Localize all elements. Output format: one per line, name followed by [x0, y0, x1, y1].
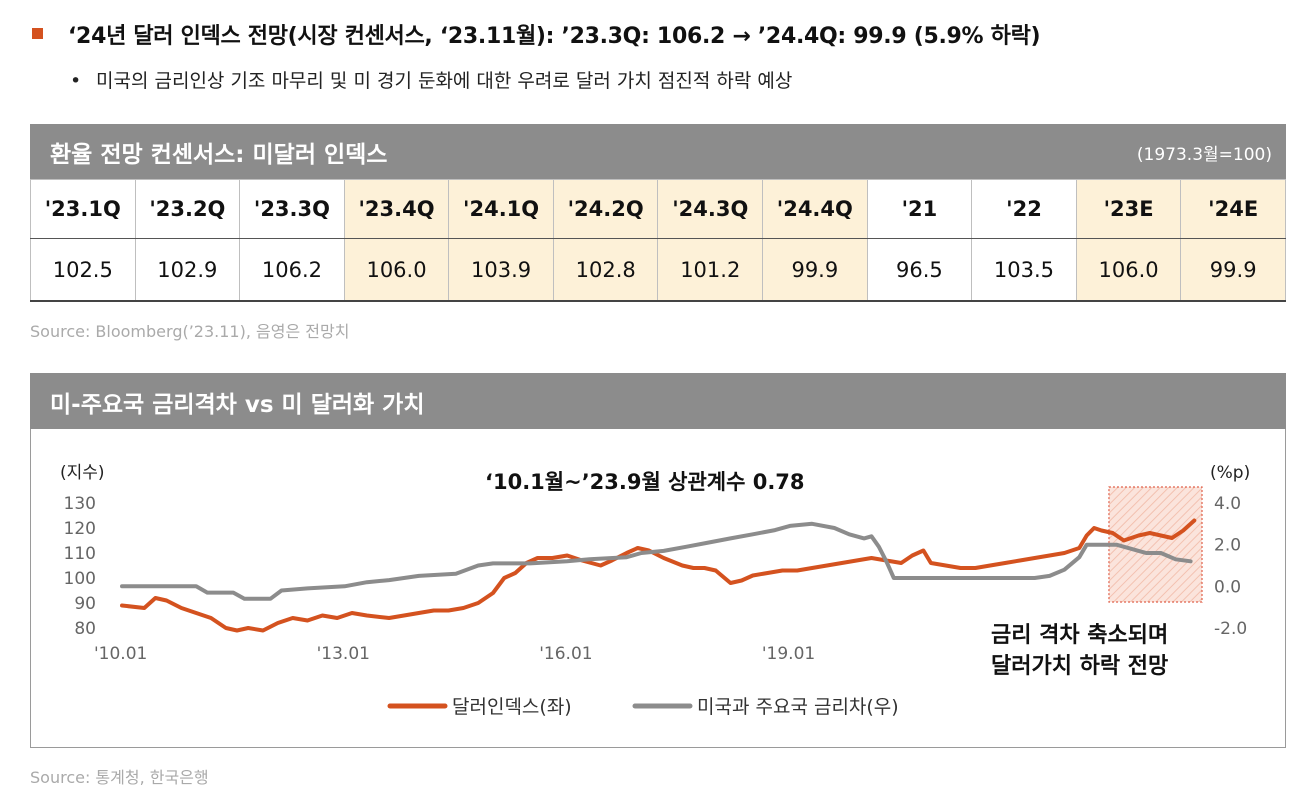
- table-cell: 103.5: [971, 238, 1077, 302]
- table-cell: 102.5: [30, 238, 136, 302]
- table-cell: 102.9: [134, 238, 241, 302]
- column-header: '23.3Q: [239, 179, 345, 239]
- table-source: Source: Bloomberg(’23.11), 음영은 전망치: [30, 322, 350, 341]
- x-tick: '16.01: [539, 644, 592, 664]
- table-cell: 106.2: [239, 238, 345, 302]
- column-header: '22: [971, 179, 1077, 239]
- x-tick: '13.01: [317, 644, 370, 664]
- table-cell: 101.2: [657, 238, 764, 302]
- table-header-row: '23.1Q '23.2Q '23.3Q '23.4Q '24.1Q '24.2…: [30, 179, 1286, 239]
- table-cell: 106.0: [1075, 238, 1182, 302]
- table-title: 환율 전망 컨센서스: 미달러 인덱스: [50, 142, 388, 168]
- y-left-tick: 130: [64, 494, 96, 514]
- headline-bullet-icon: [32, 28, 43, 39]
- table-cell: 96.5: [866, 238, 973, 302]
- y-left-tick: 110: [64, 544, 96, 564]
- y-left-tick: 120: [64, 519, 96, 539]
- y-left-label: (지수): [60, 463, 105, 483]
- table-cell: 102.8: [552, 238, 659, 302]
- column-header: '24.1Q: [448, 179, 554, 239]
- legend-label: 달러인덱스(좌): [452, 696, 572, 718]
- y-left-tick: 90: [74, 594, 96, 614]
- dollar-index-line: [120, 518, 1197, 633]
- forecast-table: '23.1Q '23.2Q '23.3Q '23.4Q '24.1Q '24.2…: [30, 179, 1286, 302]
- annotation-line: 달러가치 하락 전망: [991, 654, 1168, 679]
- y-right-tick: 0.0: [1214, 577, 1241, 597]
- chart-header-bar: 미-주요국 금리격차 vs 미 달러화 가치: [30, 373, 1286, 429]
- column-header: '24.4Q: [762, 179, 868, 239]
- rate-gap-line: [120, 521, 1193, 601]
- subpoint: • 미국의 금리인상 기조 마무리 및 미 경기 둔화에 대한 우려로 달러 가치…: [70, 66, 792, 93]
- table-header-bar: 환율 전망 컨센서스: 미달러 인덱스 (1973.3월=100): [30, 124, 1286, 179]
- x-tick: '10.01: [94, 644, 147, 664]
- column-header: '23E: [1075, 179, 1182, 239]
- dot-bullet-icon: •: [70, 70, 82, 92]
- table-base-note: (1973.3월=100): [1136, 145, 1272, 165]
- legend-label: 미국과 주요국 금리차(우): [697, 696, 899, 718]
- table-cell: 99.9: [762, 238, 868, 302]
- dollar-index-chart: (지수) (%p) 130 120 110 100 90 80 4.0 2.0 0.0 -2.0 '10…: [60, 463, 1250, 718]
- chart-source: Source: 통계청, 한국은행: [30, 768, 209, 787]
- table-cell: 106.0: [343, 238, 450, 302]
- column-header: '23.2Q: [134, 179, 241, 239]
- column-header: '21: [866, 179, 973, 239]
- chart-title: ‘10.1월~’23.9월 상관계수 0.78: [485, 470, 805, 494]
- subpoint-text: 미국의 금리인상 기조 마무리 및 미 경기 둔화에 대한 우려로 달러 가치 …: [96, 70, 793, 92]
- headline: ‘24년 달러 인덱스 전망(시장 컨센서스, ‘23.11월): ’23.3Q…: [30, 14, 1283, 50]
- headline-text: ‘24년 달러 인덱스 전망(시장 컨센서스, ‘23.11월): ’23.3Q…: [68, 24, 1041, 49]
- chart-section-title: 미-주요국 금리격차 vs 미 달러화 가치: [50, 392, 425, 418]
- column-header: '23.1Q: [30, 179, 136, 239]
- forecast-shade: [1108, 486, 1203, 603]
- table-cell: 99.9: [1180, 238, 1286, 302]
- y-right-tick: -2.0: [1214, 619, 1247, 639]
- y-right-tick: 4.0: [1214, 494, 1241, 514]
- y-right-tick: 2.0: [1214, 536, 1241, 556]
- table-row: 102.5 102.9 106.2 106.0 103.9 102.8 101.…: [30, 238, 1286, 302]
- table-cell: 103.9: [448, 238, 554, 302]
- column-header: '23.4Q: [343, 179, 450, 239]
- x-tick: '19.01: [762, 644, 815, 664]
- column-header: '24.3Q: [657, 179, 764, 239]
- chart-frame: [30, 429, 1286, 748]
- y-left-tick: 80: [74, 619, 96, 639]
- y-right-label: (%p): [1210, 463, 1250, 483]
- annotation-line: 금리 격차 축소되며: [991, 623, 1168, 648]
- column-header: '24.2Q: [552, 179, 659, 239]
- y-left-tick: 100: [64, 569, 96, 589]
- column-header: '24E: [1180, 179, 1286, 239]
